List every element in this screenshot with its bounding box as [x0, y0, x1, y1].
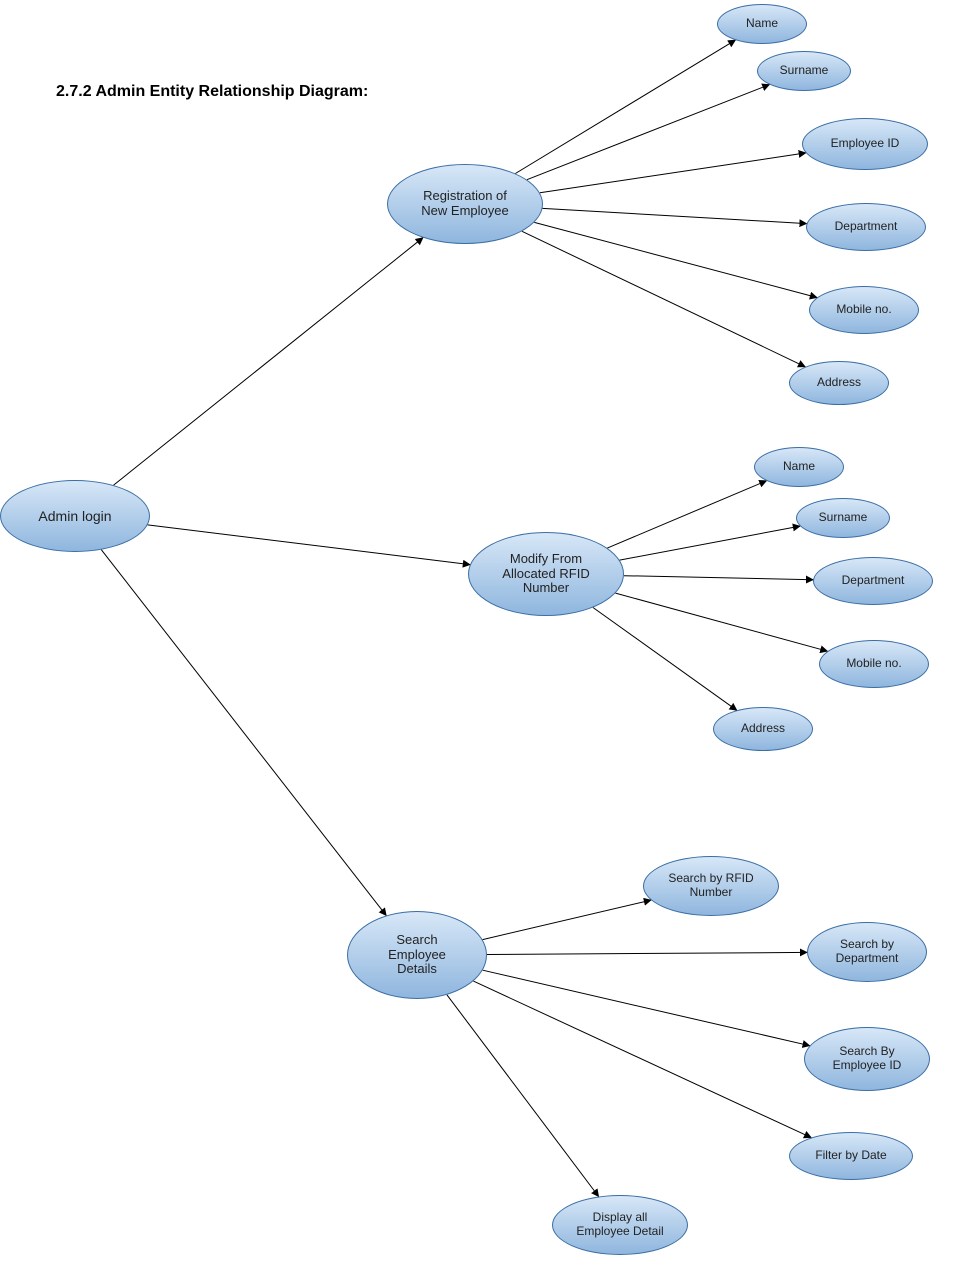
node-s_all: Display allEmployee Detail [552, 1195, 688, 1255]
edge-search-s_empid [483, 970, 810, 1045]
edge-reg-r_name [515, 40, 735, 173]
edge-modify-m_name [607, 481, 766, 548]
node-label: Filter by Date [809, 1149, 892, 1163]
node-r_mobile: Mobile no. [809, 286, 919, 334]
node-s_dept: Search byDepartment [807, 922, 927, 982]
edge-modify-m_dept [624, 576, 813, 580]
node-label: Modify FromAllocated RFIDNumber [496, 552, 595, 597]
page-title: 2.7.2 Admin Entity Relationship Diagram: [56, 83, 368, 101]
node-reg: Registration ofNew Employee [387, 164, 543, 244]
node-label: Surname [813, 511, 874, 525]
edge-reg-r_addr [522, 231, 805, 366]
edge-modify-m_surname [620, 526, 800, 560]
edge-modify-m_addr [593, 608, 737, 711]
node-label: Registration ofNew Employee [415, 189, 514, 219]
edge-reg-r_empid [540, 153, 806, 193]
node-modify: Modify FromAllocated RFIDNumber [468, 532, 624, 616]
edge-search-s_date [473, 981, 811, 1138]
node-s_date: Filter by Date [789, 1132, 913, 1180]
node-label: Address [811, 376, 867, 390]
node-r_surname: Surname [757, 51, 851, 91]
edge-search-s_all [447, 995, 599, 1197]
edge-search-s_dept [487, 952, 807, 954]
node-m_name: Name [754, 447, 844, 487]
node-m_dept: Department [813, 557, 933, 605]
node-s_empid: Search ByEmployee ID [804, 1027, 930, 1091]
node-r_empid: Employee ID [802, 118, 928, 170]
edge-search-s_rfid [483, 900, 651, 940]
node-s_rfid: Search by RFIDNumber [643, 856, 779, 916]
node-label: Mobile no. [840, 657, 907, 671]
node-label: Search by RFIDNumber [662, 872, 759, 900]
node-admin: Admin login [0, 480, 150, 552]
node-label: Surname [774, 64, 835, 78]
edge-reg-r_mobile [534, 222, 817, 297]
node-label: Department [836, 574, 911, 588]
node-label: Mobile no. [830, 303, 897, 317]
node-search: SearchEmployeeDetails [347, 911, 487, 999]
diagram-canvas: 2.7.2 Admin Entity Relationship Diagram:… [0, 0, 960, 1267]
node-label: Admin login [32, 508, 117, 524]
node-m_surname: Surname [796, 498, 890, 538]
edge-admin-modify [148, 525, 470, 565]
node-label: SearchEmployeeDetails [382, 933, 452, 978]
node-r_addr: Address [789, 361, 889, 405]
edge-modify-m_mobile [616, 593, 828, 651]
node-r_name: Name [717, 4, 807, 44]
node-r_dept: Department [806, 203, 926, 251]
edge-reg-r_dept [543, 208, 807, 223]
node-label: Address [735, 722, 791, 736]
edge-admin-search [101, 550, 386, 916]
node-label: Department [829, 220, 904, 234]
node-label: Search ByEmployee ID [827, 1045, 908, 1073]
node-m_mobile: Mobile no. [819, 640, 929, 688]
node-label: Search byDepartment [830, 938, 905, 966]
edge-admin-reg [114, 238, 423, 485]
node-label: Employee ID [825, 137, 906, 151]
node-label: Display allEmployee Detail [570, 1211, 669, 1239]
edge-reg-r_surname [527, 85, 770, 180]
node-m_addr: Address [713, 707, 813, 751]
node-label: Name [740, 17, 784, 31]
node-label: Name [777, 460, 821, 474]
